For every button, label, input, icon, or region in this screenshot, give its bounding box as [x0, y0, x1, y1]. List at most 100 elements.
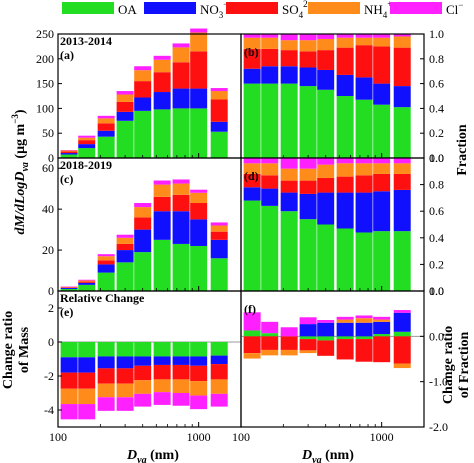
bar-c-Cl-1 — [78, 279, 96, 281]
bar-b-NO3-4 — [317, 69, 335, 90]
bar-d-OA-3 — [299, 219, 317, 291]
bar-e-NH4-5 — [153, 379, 171, 393]
bar-e-NO3-3 — [116, 356, 134, 369]
y-tick-label: 40 — [42, 202, 54, 216]
bar-f-NH4-8 — [393, 363, 411, 369]
legend-swatch-OA — [62, 2, 114, 14]
bar-d-NH4-8 — [393, 163, 411, 174]
bar-d-NH4-1 — [261, 163, 279, 176]
bar-b-SO4-6 — [355, 45, 373, 78]
legend-label-SO4: SO42− — [282, 0, 313, 20]
bar-b-NH4-3 — [299, 40, 317, 52]
bar-e-SO4-6 — [172, 364, 190, 380]
bar-b-OA-5 — [336, 96, 354, 158]
bar-f-Cl-3 — [299, 317, 317, 325]
bar-b-SO4-5 — [336, 47, 354, 75]
bar-f-Cl-0 — [243, 312, 261, 331]
y-tick-label: 0.6 — [429, 204, 444, 218]
bar-d-NH4-0 — [243, 163, 261, 174]
bar-c-OA-5 — [153, 239, 171, 291]
bar-a-Cl-7 — [190, 28, 208, 33]
bar-a-NH4-5 — [153, 59, 171, 73]
bar-a-NH4-6 — [172, 47, 190, 63]
bar-e-OA-5 — [153, 342, 171, 357]
bar-d-NO3-7 — [373, 191, 391, 232]
bar-e-NH4-4 — [134, 380, 152, 394]
bar-e-Cl-8 — [210, 393, 228, 407]
bar-f-SO4-4 — [317, 340, 335, 356]
bar-b-OA-7 — [373, 104, 391, 158]
bar-d-OA-7 — [373, 231, 391, 291]
x-tick-label: 100 — [232, 430, 250, 444]
legend-label-Cl: Cl− — [446, 0, 463, 17]
bar-f-Cl-1 — [261, 321, 279, 334]
bar-e-Cl-5 — [153, 392, 171, 405]
y-tick-label: 150 — [36, 77, 54, 91]
panel-label-f: (f) — [244, 302, 256, 316]
bar-b-NO3-1 — [261, 66, 279, 84]
y-axis-label-fraction: Fraction — [455, 124, 470, 176]
bar-a-NH4-2 — [97, 118, 115, 124]
bar-f-OA-0 — [243, 330, 261, 337]
bar-e-NO3-7 — [190, 356, 208, 366]
bar-d-SO4-2 — [280, 180, 298, 193]
bar-a-Cl-1 — [78, 135, 96, 138]
bar-c-NH4-6 — [172, 183, 190, 195]
bar-a-SO4-7 — [190, 51, 208, 89]
x-tick-label: 100 — [49, 430, 67, 444]
bar-f-Cl-5 — [336, 316, 354, 320]
bar-b-OA-3 — [299, 86, 317, 158]
bar-b-SO4-4 — [317, 50, 335, 70]
y-axis-label-change-mass-1: Change ratio — [1, 311, 16, 389]
bar-e-NH4-6 — [172, 379, 190, 393]
bar-b-Cl-1 — [261, 34, 279, 38]
panel-label-e: (e) — [60, 305, 73, 319]
y-tick-label: 100 — [36, 101, 54, 115]
bar-f-NO3-3 — [299, 324, 317, 337]
bar-d-NH4-2 — [280, 168, 298, 181]
bar-f-OA-4 — [317, 336, 335, 341]
bar-a-NH4-0 — [60, 150, 78, 152]
bar-f-SO4-2 — [280, 336, 298, 350]
bar-c-Cl-4 — [134, 203, 152, 208]
bar-c-Cl-6 — [172, 179, 190, 184]
bar-c-NO3-2 — [97, 264, 115, 273]
bar-b-SO4-7 — [373, 46, 391, 84]
bar-d-NO3-6 — [355, 192, 373, 233]
bar-a-Cl-6 — [172, 43, 190, 48]
bar-e-SO4-1 — [78, 372, 96, 389]
bar-b-OA-8 — [393, 107, 411, 158]
bar-d-Cl-1 — [261, 158, 279, 164]
bar-e-Cl-1 — [78, 404, 96, 420]
bar-f-SO4-0 — [243, 336, 261, 354]
bar-e-SO4-2 — [97, 368, 115, 384]
bar-b-NH4-2 — [280, 40, 298, 51]
bar-c-OA-6 — [172, 243, 190, 291]
bar-a-NH4-4 — [134, 70, 152, 82]
bar-f-SO4-1 — [261, 336, 279, 350]
y-tick-label: 0 — [48, 284, 54, 298]
bar-e-NO3-4 — [134, 356, 152, 366]
bar-c-Cl-2 — [97, 254, 115, 257]
bar-e-NO3-5 — [153, 356, 171, 365]
bar-f-NH4-7 — [373, 319, 391, 322]
y-tick-label: 50 — [42, 126, 54, 140]
bar-b-NO3-7 — [373, 83, 391, 105]
bar-a-Cl-3 — [116, 91, 134, 95]
bar-b-NO3-3 — [299, 67, 317, 87]
bar-c-SO4-5 — [153, 196, 171, 212]
bar-b-SO4-8 — [393, 47, 411, 87]
bar-a-OA-3 — [116, 120, 134, 158]
bar-f-NO3-8 — [393, 312, 411, 332]
panel-d: 0.0 0.2 0.4 0.6 0.8 1.0 (d) — [240, 151, 444, 298]
bar-b-Cl-0 — [243, 34, 261, 38]
bar-f-Cl-6 — [355, 315, 373, 319]
bar-a-NH4-7 — [190, 32, 208, 52]
bar-b-NH4-8 — [393, 36, 411, 48]
bar-d-Cl-8 — [393, 158, 411, 164]
bar-c-OA-3 — [116, 262, 134, 291]
bar-c-SO4-2 — [97, 260, 115, 265]
bar-d-NO3-4 — [317, 192, 335, 225]
